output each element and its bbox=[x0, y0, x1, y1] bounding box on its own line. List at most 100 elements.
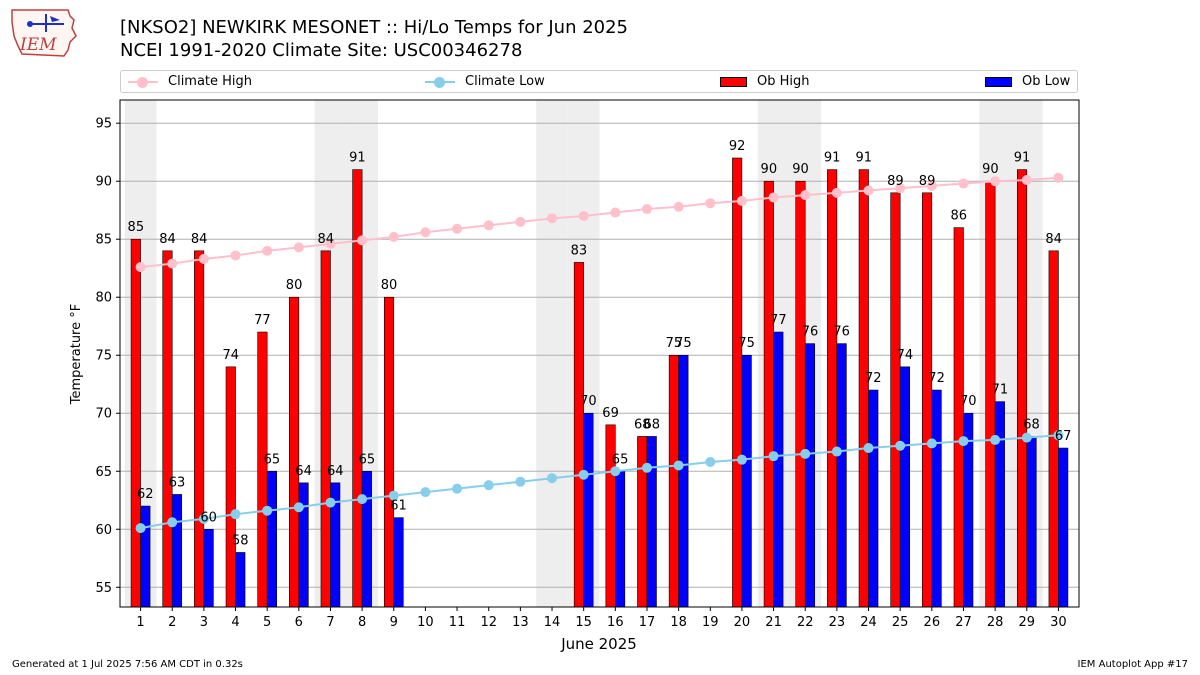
data-label-ob-low: 72 bbox=[865, 371, 882, 386]
bar-ob-high bbox=[289, 296, 300, 608]
y-axis-label: Temperature °F bbox=[69, 304, 84, 405]
bar-ob-high bbox=[1016, 169, 1028, 608]
legend-item-ob-low: Ob Low bbox=[985, 71, 1070, 92]
plot-frame bbox=[119, 99, 1080, 608]
bar-ob-high bbox=[922, 192, 933, 608]
y-tick-label: 95 bbox=[95, 117, 112, 132]
x-tick-label: 18 bbox=[670, 615, 687, 630]
data-label-ob-low: 64 bbox=[295, 464, 312, 479]
bar-ob-low bbox=[361, 470, 372, 608]
x-tick-label: 17 bbox=[639, 615, 656, 630]
point-climate-low bbox=[831, 446, 842, 457]
data-label-ob-low: 67 bbox=[1055, 429, 1072, 444]
grid-lines bbox=[120, 122, 1079, 588]
point-climate-low bbox=[990, 434, 1001, 445]
data-label-ob-low: 77 bbox=[770, 313, 787, 328]
point-climate-high bbox=[768, 192, 779, 203]
point-climate-high bbox=[167, 258, 178, 269]
point-climate-high bbox=[483, 220, 494, 231]
bar-ob-low bbox=[741, 354, 752, 608]
bar-ob-low bbox=[171, 494, 183, 608]
point-climate-low bbox=[262, 505, 273, 516]
bar-ob-high bbox=[795, 180, 806, 608]
line-climate-high bbox=[140, 176, 1059, 269]
legend-item-ob-high: Ob High bbox=[720, 71, 810, 92]
data-label-ob-high: 90 bbox=[761, 162, 778, 177]
point-climate-low bbox=[673, 460, 684, 471]
climate-lines bbox=[135, 172, 1064, 534]
point-climate-high bbox=[452, 223, 463, 234]
point-climate-low bbox=[895, 440, 906, 451]
bar-ob-high bbox=[352, 169, 363, 608]
point-climate-high bbox=[673, 201, 684, 212]
bar-ob-low bbox=[583, 412, 594, 608]
x-tick-label: 29 bbox=[1019, 615, 1036, 630]
x-tick-label: 7 bbox=[326, 615, 334, 630]
y-tick-label: 90 bbox=[95, 175, 112, 190]
point-climate-high bbox=[610, 207, 621, 218]
bar-ob-high bbox=[162, 250, 173, 608]
point-climate-low bbox=[135, 523, 146, 534]
point-climate-high bbox=[420, 227, 431, 238]
point-climate-low bbox=[325, 497, 336, 508]
legend-item-climate-high: Climate High bbox=[128, 71, 252, 92]
x-tick-label: 28 bbox=[987, 615, 1004, 630]
bar-ob-high bbox=[858, 169, 869, 608]
point-climate-low bbox=[547, 473, 558, 484]
point-climate-high bbox=[388, 231, 399, 242]
bar-ob-low bbox=[140, 505, 151, 608]
data-label-ob-low: 70 bbox=[580, 394, 597, 409]
point-climate-high bbox=[1053, 172, 1064, 183]
point-climate-high bbox=[926, 180, 937, 191]
point-climate-low bbox=[483, 480, 494, 491]
point-climate-low bbox=[641, 462, 652, 473]
bar-ob-low bbox=[931, 389, 942, 608]
x-tick-label: 4 bbox=[231, 615, 239, 630]
x-tick-label: 22 bbox=[797, 615, 814, 630]
y-tick-label: 85 bbox=[95, 233, 112, 248]
point-climate-high bbox=[325, 238, 336, 249]
data-label-ob-high: 90 bbox=[982, 162, 999, 177]
bar-ob-low bbox=[393, 517, 404, 608]
x-tick-label: 19 bbox=[702, 615, 719, 630]
y-tick-label: 75 bbox=[95, 349, 112, 364]
iem-logo: IEM bbox=[11, 9, 77, 57]
data-label-ob-high: 84 bbox=[159, 232, 176, 247]
point-climate-high bbox=[800, 190, 811, 201]
bar-ob-high bbox=[130, 238, 141, 608]
point-climate-high bbox=[1021, 175, 1032, 186]
bar-ob-low bbox=[899, 366, 910, 608]
point-climate-low bbox=[958, 436, 969, 447]
data-label-ob-high: 75 bbox=[666, 336, 683, 351]
point-climate-high bbox=[135, 262, 146, 273]
bar-ob-high bbox=[257, 331, 268, 608]
y-tick-label: 55 bbox=[95, 581, 112, 596]
point-climate-low bbox=[1053, 430, 1064, 441]
point-climate-low bbox=[452, 483, 463, 494]
bar-ob-low bbox=[235, 552, 246, 608]
bar-ob-low bbox=[266, 470, 277, 608]
y-tick-label: 65 bbox=[95, 465, 112, 480]
data-label-ob-low: 76 bbox=[833, 325, 850, 340]
bar-ob-low bbox=[615, 470, 626, 608]
data-label-ob-high: 86 bbox=[950, 209, 967, 224]
y-tick-label: 70 bbox=[95, 407, 112, 422]
bar-ob-high bbox=[194, 250, 205, 608]
data-label-ob-low: 58 bbox=[232, 533, 249, 548]
point-climate-low bbox=[705, 456, 716, 467]
bar-ob-low bbox=[646, 436, 657, 608]
x-tick-label: 15 bbox=[575, 615, 592, 630]
point-climate-low bbox=[357, 494, 368, 505]
bar-ob-high bbox=[383, 296, 395, 608]
point-climate-low bbox=[610, 466, 621, 477]
bar-ob-low bbox=[203, 528, 214, 608]
x-tick-label: 11 bbox=[449, 615, 466, 630]
legend: Climate High Climate Low Ob High Ob Low bbox=[120, 70, 1078, 93]
bar-ob-low bbox=[804, 343, 816, 608]
x-axis-label: June 2025 bbox=[560, 635, 637, 653]
point-climate-low bbox=[768, 451, 779, 462]
data-label-ob-low: 75 bbox=[738, 336, 755, 351]
point-climate-low bbox=[1021, 432, 1032, 443]
data-label-ob-low: 71 bbox=[992, 383, 1009, 398]
